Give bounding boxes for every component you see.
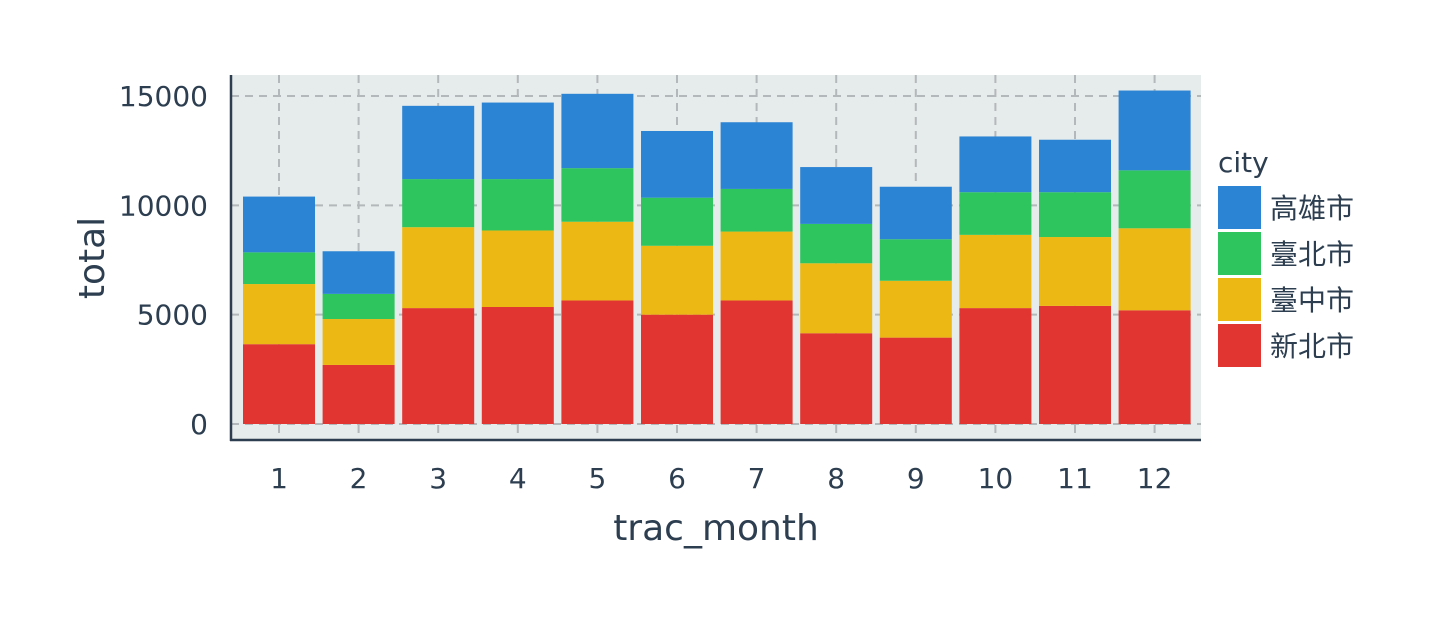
bar-segment [720,300,793,424]
legend-swatch [1218,324,1261,367]
bar-segment [800,223,873,264]
axes [229,75,1201,442]
x-tick-label: 1 [270,462,288,495]
bar-segment [481,179,554,231]
bar-segment [322,293,395,320]
bar-segment [959,234,1032,309]
bar-segment [561,300,634,424]
legend-swatch [1218,186,1261,229]
y-tick-labels: 0 5000 10000 15000 [119,80,208,441]
bar-segment [1039,192,1111,238]
y-tick-label: 5000 [137,299,208,332]
x-tick-label: 11 [1057,462,1093,495]
bar-segment [720,231,793,301]
bar-segment [481,307,554,424]
bar-segment [641,197,713,246]
bar-segment [402,179,475,228]
legend-swatch [1218,278,1261,321]
x-tick-label: 2 [350,462,368,495]
x-tick-label: 7 [748,462,766,495]
bar-segment [322,319,395,365]
legend-label: 高雄市 [1270,192,1354,225]
bar-segment [800,333,873,424]
bar-segment [402,308,475,424]
bar-segment [641,314,713,424]
bar-segment [561,93,634,169]
bar-segment [243,284,315,345]
bar-segment [1118,310,1191,424]
bar-segment [481,102,554,180]
bar-segment [641,245,713,315]
bar-segment [959,136,1032,193]
bar-segment [1118,90,1191,171]
bar-segment [243,196,315,253]
bar-segment [1039,139,1111,193]
bar-segment [720,122,793,189]
bar-segment [720,188,793,232]
bar-segment [800,167,873,224]
legend-title: city [1218,146,1269,179]
bar-segment [243,344,315,424]
bar-segment [402,105,475,180]
bar-segment [641,130,713,198]
y-tick-label: 10000 [119,189,208,222]
bar-segment [561,221,634,301]
bar-segment [959,308,1032,424]
legend-label: 新北市 [1270,330,1354,363]
x-tick-label: 4 [509,462,527,495]
bar-segment [879,186,952,240]
bar-segment [402,227,475,309]
bar-segment [1039,305,1111,424]
bar-segment [1039,237,1111,306]
x-tick-label: 8 [827,462,845,495]
legend-label: 臺北市 [1270,238,1354,271]
bar-segment [322,251,395,294]
bar-segment [879,337,952,424]
bar-segment [1118,228,1191,311]
bar-segment [879,239,952,281]
bar-segment [879,280,952,338]
x-axis-title: trac_month [613,508,819,549]
bar-segment [959,192,1032,235]
x-tick-label: 3 [429,462,447,495]
x-tick-label: 5 [588,462,606,495]
x-tick-label: 10 [978,462,1014,495]
bar-segment [243,252,315,285]
x-tick-label: 9 [907,462,925,495]
bar-segment [1118,170,1191,229]
bar-segment [800,263,873,334]
legend-label: 臺中市 [1270,284,1354,317]
bars [243,90,1191,424]
bar-segment [322,364,395,424]
x-tick-label: 6 [668,462,686,495]
x-tick-labels: 1 2 3 4 5 6 7 8 9 10 11 12 [270,462,1172,495]
y-axis-title: total [72,217,113,299]
x-tick-label: 12 [1137,462,1173,495]
legend-swatch [1218,232,1261,275]
bar-segment [561,168,634,222]
y-tick-label: 0 [190,408,208,441]
y-tick-label: 15000 [119,80,208,113]
bar-segment [481,230,554,308]
